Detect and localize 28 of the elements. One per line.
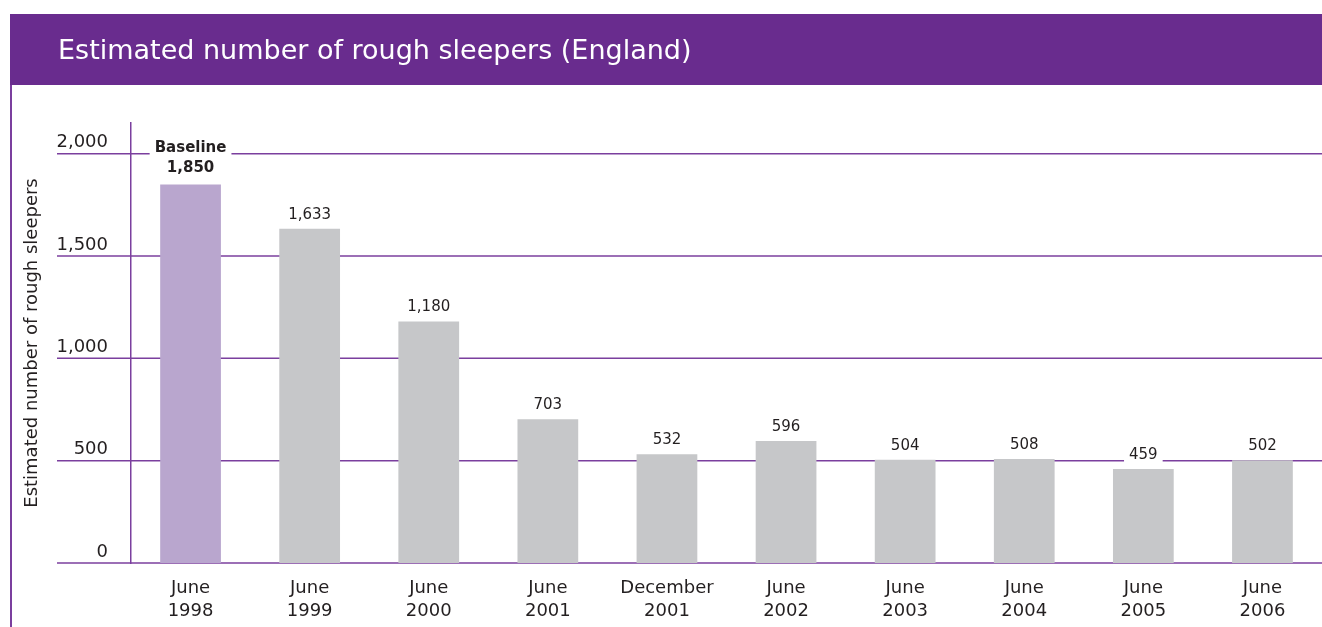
x-tick-label: June 2006 <box>1239 576 1286 621</box>
x-tick-label: December 2001 <box>620 576 715 621</box>
data-label: 502 <box>1248 436 1277 455</box>
data-label: 596 <box>771 416 801 435</box>
x-tick-label: June 2003 <box>882 576 929 621</box>
x-tick-label: June 2004 <box>1001 576 1048 621</box>
y-tick-label: 500 <box>73 437 108 459</box>
y-tick-label: 0 <box>96 539 108 561</box>
data-label: 1,180 <box>407 297 451 316</box>
data-label: 532 <box>652 430 682 449</box>
y-tick-label: 1,000 <box>56 335 108 357</box>
data-label: 459 <box>1129 444 1158 463</box>
x-tick-label: June 1998 <box>167 576 214 621</box>
data-label: 504 <box>890 435 920 454</box>
chart-title: Estimated number of rough sleepers (England) <box>10 14 1322 85</box>
y-tick-label: 1,500 <box>56 232 108 254</box>
data-label: 1,850 <box>166 158 215 177</box>
y-tick-label: 2,000 <box>56 130 108 152</box>
annotation: Baseline <box>154 138 227 157</box>
x-tick-label: June 2005 <box>1120 576 1167 621</box>
x-tick-label: June 2002 <box>763 576 809 621</box>
x-tick-label: June 1999 <box>286 576 333 621</box>
data-label: 703 <box>533 395 563 414</box>
x-tick-label: June 2000 <box>405 576 452 621</box>
x-tick-label: June 2001 <box>524 576 571 621</box>
y-axis-title: Estimated number of rough sleepers <box>20 178 42 508</box>
data-label: 508 <box>1009 434 1039 453</box>
data-label: 1,633 <box>288 204 332 223</box>
